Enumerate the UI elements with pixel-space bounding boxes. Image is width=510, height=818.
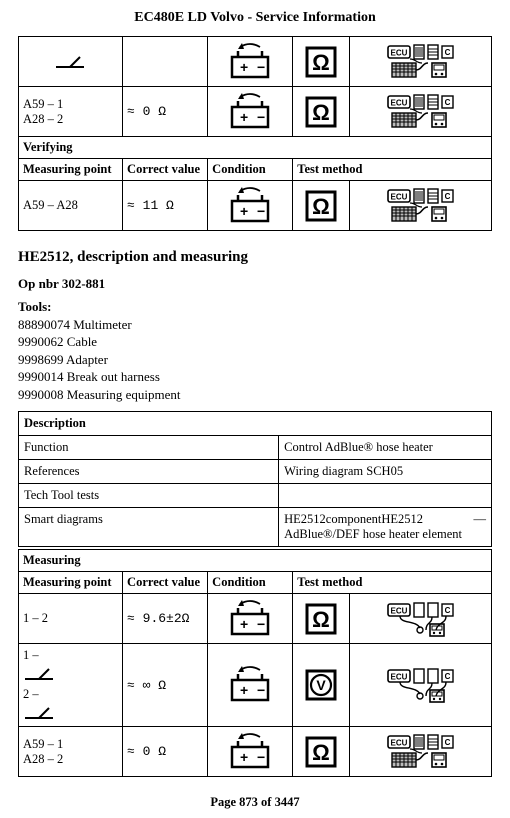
ohm-meter-icon — [305, 603, 337, 635]
condition-cell — [208, 727, 293, 777]
measuring-point-cell: A59 – 1 A28 – 2 — [19, 87, 123, 137]
section-heading: HE2512, description and measuring — [18, 249, 492, 266]
measuring-point-cell: A59 – A28 — [19, 181, 123, 231]
test-method-meter-cell — [293, 181, 350, 231]
col-header-test-method: Test method — [293, 572, 492, 594]
condition-cell — [208, 644, 293, 727]
test-method-meter-cell — [293, 594, 350, 644]
value-text: ≈ 0 Ω — [127, 744, 166, 759]
value-text: ≈ 9.6±2Ω — [127, 611, 189, 626]
test-method-ecu-cell — [350, 181, 492, 231]
correct-value-cell: ≈ 9.6±2Ω — [123, 594, 208, 644]
ohm-meter-icon — [305, 96, 337, 128]
ohm-meter-icon — [305, 46, 337, 78]
battery-off-icon — [228, 93, 272, 131]
ecu-setup-icon — [386, 666, 456, 704]
measuring-header: Measuring — [19, 550, 492, 572]
condition-cell — [208, 594, 293, 644]
test-method-ecu-cell — [350, 727, 492, 777]
test-method-ecu-cell — [350, 594, 492, 644]
description-table: Description Function Control AdBlue® hos… — [18, 411, 492, 547]
battery-off-icon — [228, 600, 272, 638]
tool-item: 88890074 Multimeter — [18, 317, 132, 332]
tool-item: 9990014 Break out harness — [18, 369, 160, 384]
volt-meter-icon — [305, 669, 337, 701]
desc-label: Tech Tool tests — [19, 484, 279, 508]
correct-value-cell: ≈ 0 Ω — [123, 87, 208, 137]
battery-off-icon — [228, 733, 272, 771]
test-method-meter-cell — [293, 727, 350, 777]
measuring-table-2: Measuring Measuring point Correct value … — [18, 549, 492, 777]
desc-value — [279, 484, 492, 508]
ohm-meter-icon — [305, 736, 337, 768]
desc-value: HE2512componentHE2512 — AdBlue®/DEF hose… — [279, 508, 492, 547]
value-text: ≈ ∞ Ω — [127, 678, 166, 693]
ecu-setup-icon — [386, 187, 456, 225]
test-method-ecu-cell — [350, 37, 492, 87]
tool-item: 9998699 Adapter — [18, 352, 108, 367]
op-number: Op nbr 302-881 — [18, 276, 492, 292]
condition-cell — [208, 87, 293, 137]
tools-label: Tools: — [18, 299, 51, 314]
probe-icon — [23, 704, 57, 720]
battery-off-icon — [228, 666, 272, 704]
desc-label: Smart diagrams — [19, 508, 279, 547]
ecu-setup-icon — [386, 93, 456, 131]
measuring-point-cell: A59 – 1 A28 – 2 — [19, 727, 123, 777]
col-header-measuring-point: Measuring point — [19, 572, 123, 594]
correct-value-cell: ≈ 0 Ω — [123, 727, 208, 777]
measuring-point-text: 1 – — [23, 648, 118, 663]
probe-icon — [54, 53, 88, 71]
correct-value-cell: ≈ 11 Ω — [123, 181, 208, 231]
correct-value-cell: ≈ ∞ Ω — [123, 644, 208, 727]
ohm-meter-icon — [305, 190, 337, 222]
page-footer: Page 873 of 3447 — [18, 795, 492, 810]
value-text: ≈ 11 Ω — [127, 198, 174, 213]
condition-cell — [208, 37, 293, 87]
measuring-point-cell: 1 – 2 – — [19, 644, 123, 727]
desc-label: References — [19, 460, 279, 484]
test-method-ecu-cell — [350, 644, 492, 727]
value-text: ≈ 0 Ω — [127, 104, 166, 119]
ecu-setup-icon — [386, 43, 456, 81]
tool-item: 9990062 Cable — [18, 334, 97, 349]
desc-label: Function — [19, 436, 279, 460]
col-header-test-method: Test method — [293, 159, 492, 181]
test-method-meter-cell — [293, 87, 350, 137]
col-header-measuring-point: Measuring point — [19, 159, 123, 181]
verifying-header: Verifying — [19, 137, 492, 159]
desc-value: Control AdBlue® hose heater — [279, 436, 492, 460]
ecu-setup-icon — [386, 600, 456, 638]
condition-cell — [208, 181, 293, 231]
test-method-meter-cell — [293, 644, 350, 727]
col-header-condition: Condition — [208, 572, 293, 594]
measuring-point-cell — [19, 37, 123, 87]
desc-value: Wiring diagram SCH05 — [279, 460, 492, 484]
col-header-condition: Condition — [208, 159, 293, 181]
battery-off-icon — [228, 187, 272, 225]
measuring-point-text: 2 – — [23, 687, 118, 702]
tools-block: Tools: 88890074 Multimeter 9990062 Cable… — [18, 298, 492, 403]
tool-item: 9990008 Measuring equipment — [18, 387, 180, 402]
correct-value-cell — [123, 37, 208, 87]
battery-off-icon — [228, 43, 272, 81]
measuring-point-cell: 1 – 2 — [19, 594, 123, 644]
measuring-table-1: A59 – 1 A28 – 2 ≈ 0 Ω Verifying Measurin… — [18, 36, 492, 231]
page-title: EC480E LD Volvo - Service Information — [18, 10, 492, 26]
probe-icon — [23, 665, 57, 681]
test-method-ecu-cell — [350, 87, 492, 137]
col-header-correct-value: Correct value — [123, 572, 208, 594]
col-header-correct-value: Correct value — [123, 159, 208, 181]
description-header: Description — [19, 412, 492, 436]
ecu-setup-icon — [386, 733, 456, 771]
test-method-meter-cell — [293, 37, 350, 87]
